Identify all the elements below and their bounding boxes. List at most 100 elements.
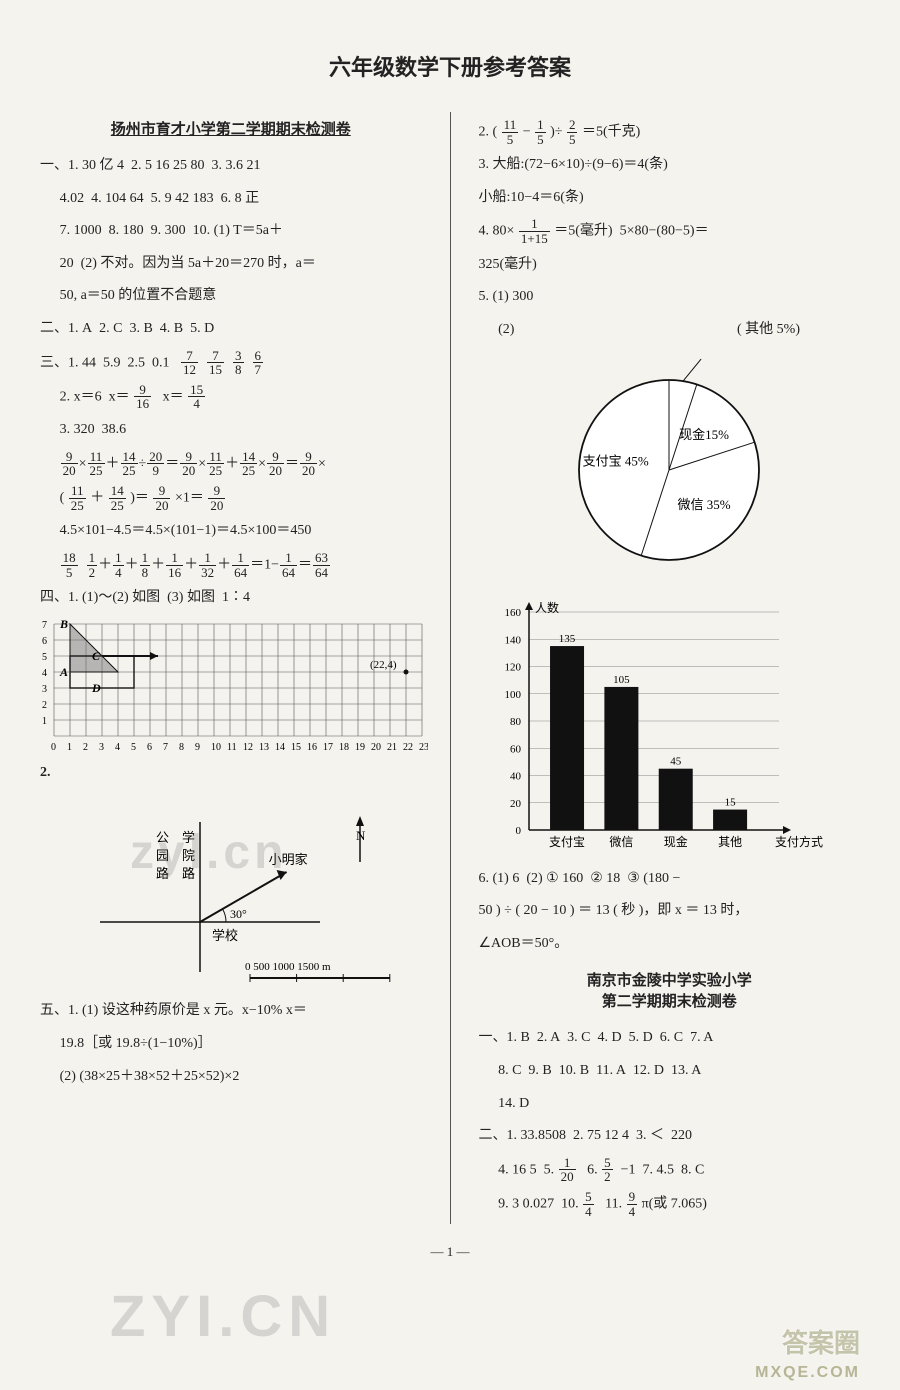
fraction: 920 bbox=[208, 484, 225, 512]
svg-text:11: 11 bbox=[227, 742, 237, 753]
bar-chart: 020406080100120140160135支付宝105微信45现金15其他… bbox=[479, 600, 839, 860]
fraction: 6364 bbox=[313, 551, 330, 579]
sec5-2: 19.8［或 19.8÷(1−10%)］ bbox=[40, 1031, 422, 1058]
text: x＝ bbox=[156, 389, 184, 404]
text: 4. 80× bbox=[479, 224, 515, 239]
text: ＝5(毫升) 5×80−(80−5)＝ bbox=[554, 224, 708, 239]
svg-text:7: 7 bbox=[42, 620, 47, 631]
sec5-1: 五、1. (1) 设这种药原价是 x 元。x−10% x＝ bbox=[40, 998, 422, 1025]
pie-chart: 现金15%微信 35%支付宝 45% bbox=[479, 350, 839, 600]
text: )÷ bbox=[550, 124, 562, 139]
svg-text:C: C bbox=[92, 649, 101, 663]
fraction: 52 bbox=[602, 1156, 613, 1184]
svg-text:3: 3 bbox=[99, 742, 104, 753]
svg-text:5: 5 bbox=[131, 742, 136, 753]
fraction: 120 bbox=[559, 1156, 576, 1184]
fraction: 164 bbox=[280, 551, 297, 579]
svg-text:140: 140 bbox=[504, 634, 521, 646]
svg-text:23: 23 bbox=[419, 742, 428, 753]
svg-text:5: 5 bbox=[42, 652, 47, 663]
nj-1c: 14. D bbox=[479, 1091, 861, 1118]
svg-text:1: 1 bbox=[42, 716, 47, 727]
svg-text:支付方式: 支付方式 bbox=[775, 834, 823, 849]
sec1-line: 50, a＝50 的位置不合题意 bbox=[40, 283, 422, 310]
eq1b: ( 1125 ＋ 1425 )＝ 920 ×1＝ 920 bbox=[40, 484, 422, 512]
right-column: 2. ( 115 − 15 )÷ 25 ＝5(千克) 3. 大船:(72−6×1… bbox=[479, 112, 861, 1224]
svg-text:支付宝 45%: 支付宝 45% bbox=[582, 453, 648, 468]
text: )＝ bbox=[130, 490, 149, 505]
svg-text:现金15%: 现金15% bbox=[679, 427, 729, 442]
r-q6b: 50 ) ÷ ( 20 − 10 ) ＝ 13 ( 秒 )，即 x ＝ 13 时… bbox=[479, 898, 861, 925]
svg-text:微信: 微信 bbox=[609, 835, 633, 849]
svg-text:1: 1 bbox=[67, 742, 72, 753]
fraction: 132 bbox=[199, 551, 216, 579]
watermark: 答案圈 bbox=[782, 1323, 860, 1360]
svg-text:21: 21 bbox=[387, 742, 397, 753]
svg-text:2: 2 bbox=[42, 700, 47, 711]
page-number: — 1 — bbox=[40, 1244, 860, 1260]
fraction: 94 bbox=[627, 1190, 638, 1218]
text: 9. 3 0.027 10. bbox=[498, 1196, 582, 1211]
r-q4c: 325(毫升) bbox=[479, 252, 861, 279]
sec3-line: 三、1. 44 5.9 2.5 0.1 712 715 38 67 bbox=[40, 349, 422, 377]
svg-text:4: 4 bbox=[115, 742, 120, 753]
svg-text:7: 7 bbox=[163, 742, 168, 753]
fraction: 185 bbox=[61, 551, 78, 579]
svg-text:学: 学 bbox=[182, 830, 195, 845]
svg-text:路: 路 bbox=[182, 866, 195, 881]
grid-figure: (22,4)ABCD012345678910111213141516171819… bbox=[40, 618, 428, 754]
svg-text:支付宝: 支付宝 bbox=[549, 835, 585, 849]
sec4-head: 四、1. (1)～(2) 如图 (3) 如图 1∶4 bbox=[40, 585, 422, 612]
fraction: 712 bbox=[181, 349, 198, 377]
fraction: 1425 bbox=[109, 484, 126, 512]
fraction: 154 bbox=[188, 383, 205, 411]
text: π(或 7.065) bbox=[642, 1196, 707, 1211]
svg-text:45: 45 bbox=[670, 755, 682, 767]
fraction: 11+15 bbox=[519, 217, 550, 245]
svg-text:19: 19 bbox=[355, 742, 365, 753]
svg-text:30°: 30° bbox=[230, 907, 247, 921]
svg-text:现金: 现金 bbox=[663, 834, 687, 849]
nj-2a: 二、1. 33.8508 2. 75 12 4 3. ＜ 220 bbox=[479, 1123, 861, 1150]
fraction: 920 bbox=[180, 450, 197, 478]
sec3-3: 3. 320 38.6 bbox=[40, 417, 422, 444]
text: − bbox=[523, 124, 531, 139]
text: ＋ bbox=[90, 490, 104, 505]
svg-text:14: 14 bbox=[275, 742, 285, 753]
svg-text:105: 105 bbox=[613, 673, 630, 685]
text: 三、1. 44 5.9 2.5 0.1 bbox=[40, 355, 177, 370]
svg-text:路: 路 bbox=[156, 866, 169, 881]
svg-text:18: 18 bbox=[339, 742, 349, 753]
fraction: 116 bbox=[166, 551, 183, 579]
svg-text:100: 100 bbox=[504, 688, 521, 700]
fraction: 1125 bbox=[207, 450, 224, 478]
svg-text:9: 9 bbox=[195, 742, 200, 753]
eq2: 4.5×101−4.5＝4.5×(101−1)＝4.5×100＝450 bbox=[40, 518, 422, 545]
text: ×1＝ bbox=[175, 490, 204, 505]
svg-text:其他: 其他 bbox=[718, 835, 742, 849]
fraction: 15 bbox=[535, 118, 546, 146]
svg-text:160: 160 bbox=[504, 607, 521, 619]
sec1-line: 4.02 4. 104 64 5. 9 42 183 6. 8 正 bbox=[40, 186, 422, 213]
nj-1b: 8. C 9. B 10. B 11. A 12. D 13. A bbox=[479, 1058, 861, 1085]
fraction: 715 bbox=[207, 349, 224, 377]
fraction: 1125 bbox=[69, 484, 86, 512]
fraction: 1425 bbox=[240, 450, 257, 478]
svg-text:B: B bbox=[59, 618, 68, 631]
r-q4: 4. 80× 11+15 ＝5(毫升) 5×80−(80−5)＝ bbox=[479, 217, 861, 245]
svg-text:2: 2 bbox=[83, 742, 88, 753]
svg-text:12: 12 bbox=[243, 742, 253, 753]
svg-text:80: 80 bbox=[510, 716, 522, 728]
fraction: 916 bbox=[134, 383, 151, 411]
svg-text:13: 13 bbox=[259, 742, 269, 753]
text: 第二学期期末检测卷 bbox=[479, 990, 861, 1011]
sec2-line: 二、1. A 2. C 3. B 4. B 5. D bbox=[40, 316, 422, 343]
fraction: 54 bbox=[583, 1190, 594, 1218]
nj-1a: 一、1. B 2. A 3. C 4. D 5. D 6. C 7. A bbox=[479, 1025, 861, 1052]
pie-other-label: ( 其他 5%) bbox=[737, 317, 800, 344]
text: −1 7. 4.5 8. C bbox=[617, 1162, 704, 1177]
map-figure: 30°小明家学校公园路学院路N0 500 1000 1500 m bbox=[40, 792, 400, 992]
svg-text:A: A bbox=[59, 665, 68, 679]
svg-text:院: 院 bbox=[182, 848, 195, 863]
fraction: 12 bbox=[87, 551, 98, 579]
